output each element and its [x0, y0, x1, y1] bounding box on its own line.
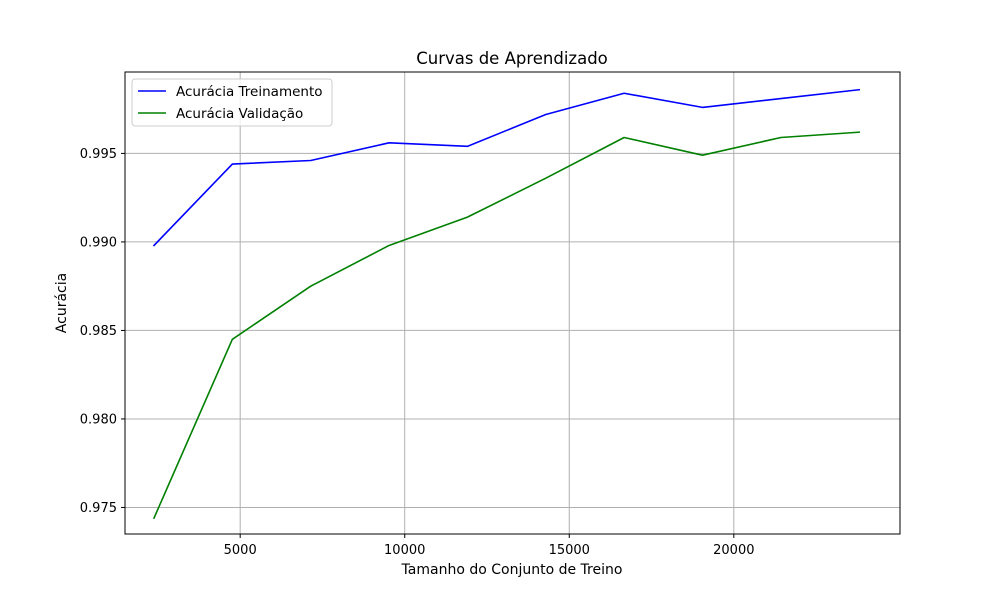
y-tick-label: 0.985	[80, 324, 117, 339]
legend-box	[131, 78, 333, 127]
axis-ticks: 5000 10000 15000 20000 0.975 0.980 0.985 0.990 0…	[80, 147, 755, 558]
legend-label-training: Acurácia Treinamento	[176, 84, 323, 100]
series-lines	[152, 88, 861, 520]
x-tick-label: 10000	[384, 543, 425, 558]
x-axis-label: Tamanho do Conjunto de Treino	[401, 562, 623, 578]
y-tick-label: 0.975	[80, 501, 117, 516]
series-line-training	[152, 88, 861, 247]
y-tick-label: 0.990	[80, 235, 117, 250]
grid	[125, 72, 900, 534]
y-tick-label: 0.995	[80, 147, 117, 162]
x-tick-label: 15000	[549, 543, 590, 558]
x-tick-label: 20000	[713, 543, 754, 558]
y-axis-label: Acurácia	[54, 273, 70, 333]
legend: Acurácia Treinamento Acurácia Validação	[131, 78, 333, 127]
y-tick-label: 0.980	[80, 412, 117, 427]
series-line-validation	[152, 131, 861, 520]
plot-area-frame	[124, 71, 901, 535]
legend-label-validation: Acurácia Validação	[176, 106, 303, 122]
x-tick-label: 5000	[224, 543, 257, 558]
chart-title: Curvas de Aprendizado	[416, 49, 608, 68]
